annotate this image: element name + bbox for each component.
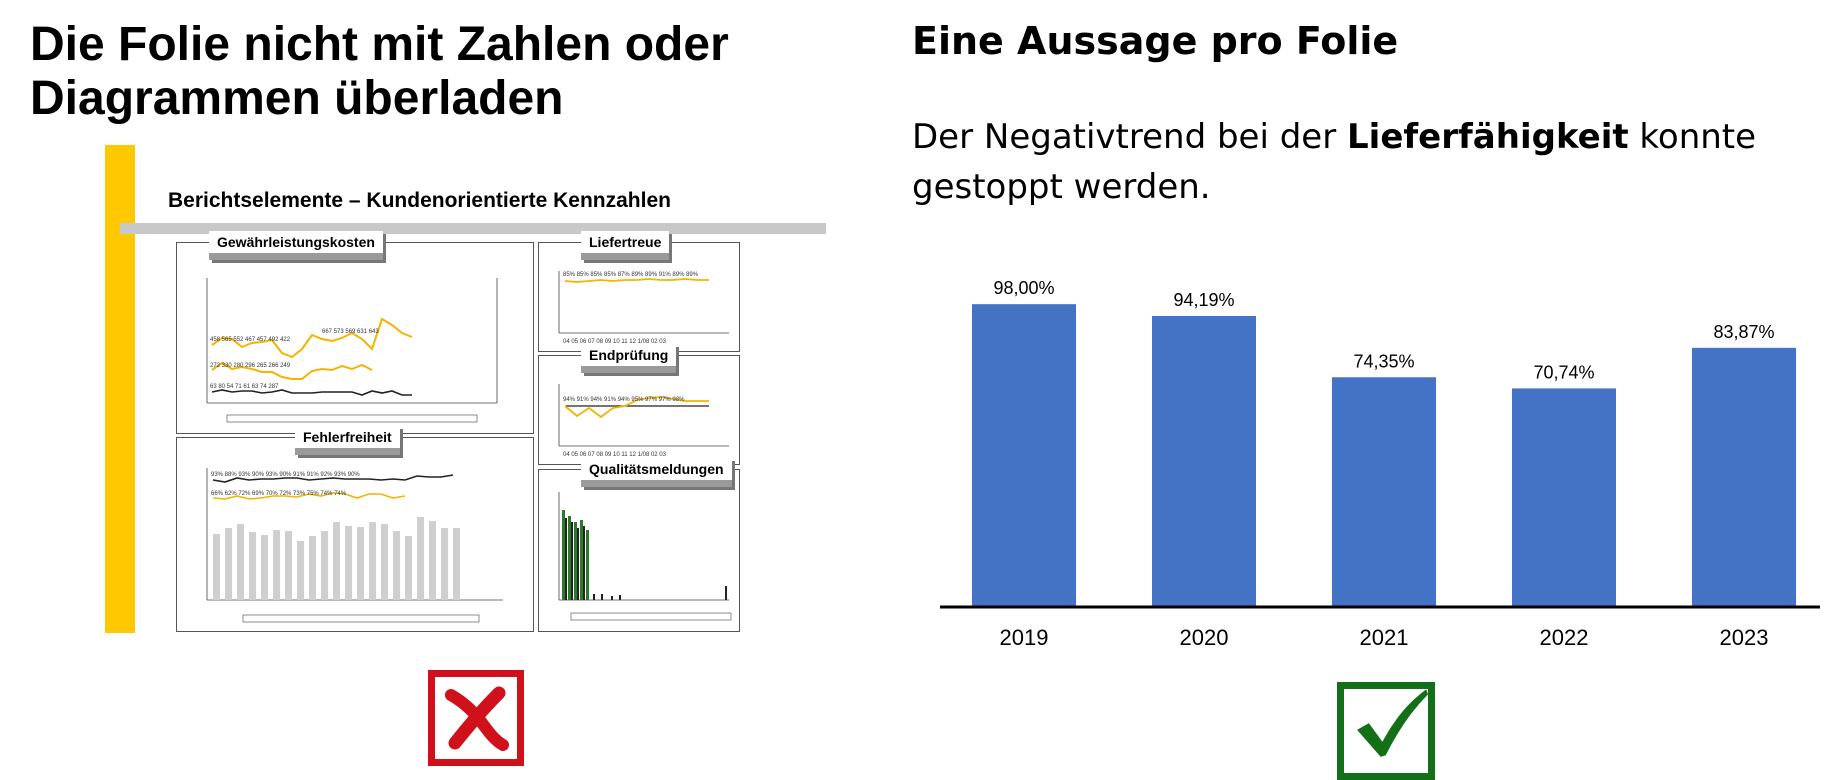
cluttered-dashboard: Berichtselemente – Kundenorientierte Ken…	[120, 175, 826, 635]
inspection-mini-chart: 94% 91% 94% 91% 94% 95% 97% 97% 98% 04 0…	[558, 384, 729, 458]
panel-defect-free-title: Fehlerfreiheit	[295, 426, 400, 455]
svg-text:63 80 54 71 61 63 74 287: 63 80 54 71 61 63 74 287	[210, 384, 279, 390]
statement-text-end: konnte gestoppt werden.	[912, 117, 1757, 207]
panel-inspection-title: Endprüfung	[581, 344, 677, 373]
quality-mini-chart	[558, 492, 732, 621]
bar-2021	[1332, 377, 1436, 607]
svg-text:458 565 552 467 457 492 422: 458 565 552 467 457 492 422	[210, 337, 291, 343]
bar-2023	[1692, 347, 1796, 607]
data-label-2020: 94,19%	[1173, 290, 1234, 310]
green-check-glyph	[1357, 689, 1428, 757]
svg-text:94% 91% 94% 91% 94% 95% 97% 97: 94% 91% 94% 91% 94% 95% 97% 97% 98%	[563, 397, 685, 403]
svg-text:667 573 569 631 643: 667 573 569 631 643	[322, 329, 379, 335]
data-label-2023: 83,87%	[1713, 322, 1774, 342]
green-check-icon	[1337, 682, 1435, 780]
panel-delivery-title: Liefertreue	[581, 231, 670, 260]
svg-text:93% 88% 93% 90% 93% 90% 91% 91: 93% 88% 93% 90% 93% 90% 91% 91% 92% 93% …	[211, 472, 360, 478]
panel-quality-title: Qualitätsmeldungen	[581, 458, 732, 487]
x-tick-label-2019: 2019	[1000, 625, 1049, 650]
bar-2019	[972, 304, 1076, 607]
bar-2022	[1512, 388, 1616, 607]
defect-free-mini-chart: 93% 88% 93% 90% 93% 90% 91% 91% 92% 93% …	[206, 468, 503, 623]
panel-final-inspection: Endprüfung 94% 91% 94% 91% 94% 95% 97% 9…	[538, 344, 740, 465]
bar-2020	[1152, 315, 1256, 607]
svg-text:272 330 280 296 265 266 249: 272 330 280 296 265 266 249	[210, 363, 291, 369]
svg-text:66% 62% 72% 69% 70% 72% 73% 75: 66% 62% 72% 69% 70% 72% 73% 75% 74% 74%	[211, 491, 347, 497]
panel-warranty-title: Gewährleistungskosten	[209, 231, 383, 260]
panel-defect-free: Fehlerfreiheit 93% 88% 93% 90% 93% 90% 9…	[176, 426, 534, 632]
x-tick-label-2023: 2023	[1720, 625, 1769, 650]
red-x-glyph	[445, 686, 509, 751]
svg-text:85% 85% 85% 85% 87% 89% 89% 91: 85% 85% 85% 85% 87% 89% 89% 91% 89% 89%	[563, 272, 699, 278]
x-tick-label-2020: 2020	[1180, 625, 1229, 650]
dashboard-divider	[120, 223, 826, 234]
x-tick-label-2022: 2022	[1540, 625, 1589, 650]
red-x-icon	[428, 670, 524, 766]
panel-warranty-costs: Gewährleistungskosten 458 565 552 467 45…	[176, 231, 534, 434]
statement-highlight: Lieferfähigkeit	[1347, 117, 1629, 157]
left-title-line-1: Die Folie nicht mit Zahlen oder	[30, 18, 729, 71]
statement-text-start: Der Negativtrend bei der	[912, 117, 1348, 157]
svg-text:04 05 06 07 08 09 10 11 12 1/0: 04 05 06 07 08 09 10 11 12 1/08 02 03	[563, 339, 667, 345]
data-label-2022: 70,74%	[1533, 362, 1594, 382]
left-title-line-2: Diagrammen überladen	[30, 72, 564, 125]
data-label-2019: 98,00%	[993, 278, 1054, 298]
svg-text:04 05 06 07 08 09 10 11 12 1/0: 04 05 06 07 08 09 10 11 12 1/08 02 03	[563, 452, 667, 458]
delivery-mini-chart: 85% 85% 85% 85% 87% 89% 89% 91% 89% 89% …	[558, 271, 729, 345]
delivery-capability-bar-chart: 98,00% 2019 94,19% 2020 74,35% 2021 70,74% 2022…	[940, 278, 1820, 650]
data-label-2021: 74,35%	[1353, 351, 1414, 371]
right-slide-title: Eine Aussage pro Folie	[912, 19, 1399, 63]
panel-quality-reports: Qualitätsmeldungen	[538, 458, 740, 632]
dashboard-title: Berichtselemente – Kundenorientierte Ken…	[168, 189, 671, 212]
x-tick-label-2021: 2021	[1360, 625, 1409, 650]
key-statement: Der Negativtrend bei der Lieferfähigkeit…	[912, 112, 1792, 212]
panel-delivery-reliability: Liefertreue 85% 85% 85% 85% 87% 89% 89% …	[538, 231, 740, 352]
left-slide-title: Die Folie nicht mit Zahlen oder Diagramm…	[30, 18, 850, 126]
warranty-mini-chart: 458 565 552 467 457 492 422 667 573 569 …	[206, 278, 498, 423]
